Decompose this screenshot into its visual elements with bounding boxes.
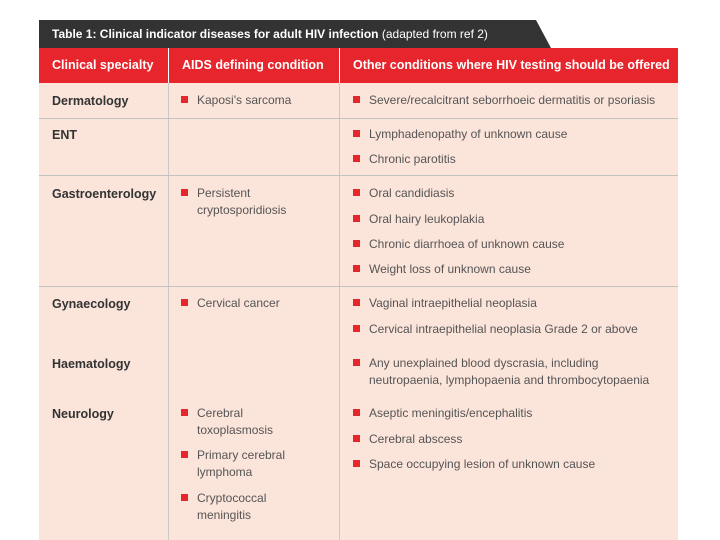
header-other-conditions: Other conditions where HIV testing shoul… xyxy=(340,48,678,83)
specialty-ent: ENT xyxy=(52,128,77,142)
aids-condition-item: Primary cerebral lymphoma xyxy=(181,447,301,481)
bullet-square-icon xyxy=(353,435,360,442)
other-condition-item: Space occupying lesion of unknown cause xyxy=(353,456,673,473)
bullet-square-icon xyxy=(353,189,360,196)
other-condition-item: Severe/recalcitrant seborrhoeic dermatit… xyxy=(353,92,673,109)
other-condition-item: Chronic diarrhoea of unknown cause xyxy=(353,236,673,253)
bullet-square-icon xyxy=(353,325,360,332)
bullet-square-icon xyxy=(353,299,360,306)
other-condition-item: Vaginal intraepithelial neoplasia xyxy=(353,295,673,312)
row-divider xyxy=(39,118,678,119)
bullet-square-icon xyxy=(353,265,360,272)
aids-condition-item: Cerebral toxoplasmosis xyxy=(181,405,301,439)
aids-condition-item: Cryptococcal meningitis xyxy=(181,490,301,524)
bullet-square-icon xyxy=(181,494,188,501)
indicator-table: Clinical specialty AIDS defining conditi… xyxy=(39,48,678,540)
specialty-gastroenterology: Gastroenterology xyxy=(52,187,157,201)
specialty-gynaecology: Gynaecology xyxy=(52,297,131,311)
bullet-square-icon xyxy=(181,189,188,196)
header-divider xyxy=(168,48,169,83)
bullet-square-icon xyxy=(353,96,360,103)
header-clinical-specialty: Clinical specialty xyxy=(39,48,168,83)
bullet-square-icon xyxy=(353,240,360,247)
bullet-square-icon xyxy=(181,299,188,306)
column-divider xyxy=(339,83,340,540)
other-condition-item: Oral candidiasis xyxy=(353,185,673,202)
header-aids-defining: AIDS defining condition xyxy=(169,48,339,83)
aids-condition-item: Persistent cryptosporidiosis xyxy=(181,185,301,219)
other-condition-item: Lymphadenopathy of unknown cause xyxy=(353,126,673,143)
other-condition-item: Any unexplained blood dyscrasia, includi… xyxy=(353,355,673,389)
specialty-haematology: Haematology xyxy=(52,357,131,371)
bullet-square-icon xyxy=(353,130,360,137)
bullet-square-icon xyxy=(181,96,188,103)
bullet-square-icon xyxy=(181,451,188,458)
bullet-square-icon xyxy=(353,155,360,162)
other-condition-item: Weight loss of unknown cause xyxy=(353,261,673,278)
bullet-square-icon xyxy=(353,409,360,416)
table-title-ref: (adapted from ref 2) xyxy=(381,27,488,41)
row-divider xyxy=(39,175,678,176)
other-condition-item: Cerebral abscess xyxy=(353,431,673,448)
specialty-neurology: Neurology xyxy=(52,407,114,421)
table-title: Table 1: Clinical indicator diseases for… xyxy=(39,20,551,48)
bullet-square-icon xyxy=(353,215,360,222)
header-divider xyxy=(339,48,340,83)
row-divider xyxy=(39,286,678,287)
other-condition-item: Oral hairy leukoplakia xyxy=(353,211,673,228)
other-condition-item: Chronic parotitis xyxy=(353,151,673,168)
other-condition-item: Aseptic meningitis/encephalitis xyxy=(353,405,673,422)
bullet-square-icon xyxy=(353,359,360,366)
bullet-square-icon xyxy=(181,409,188,416)
bullet-square-icon xyxy=(353,460,360,467)
table-title-main: Table 1: Clinical indicator diseases for… xyxy=(52,27,379,41)
aids-condition-item: Kaposi's sarcoma xyxy=(181,92,331,109)
column-divider xyxy=(168,83,169,540)
aids-condition-item: Cervical cancer xyxy=(181,295,331,312)
other-condition-item: Cervical intraepithelial neoplasia Grade… xyxy=(353,321,673,338)
specialty-dermatology: Dermatology xyxy=(52,94,129,108)
